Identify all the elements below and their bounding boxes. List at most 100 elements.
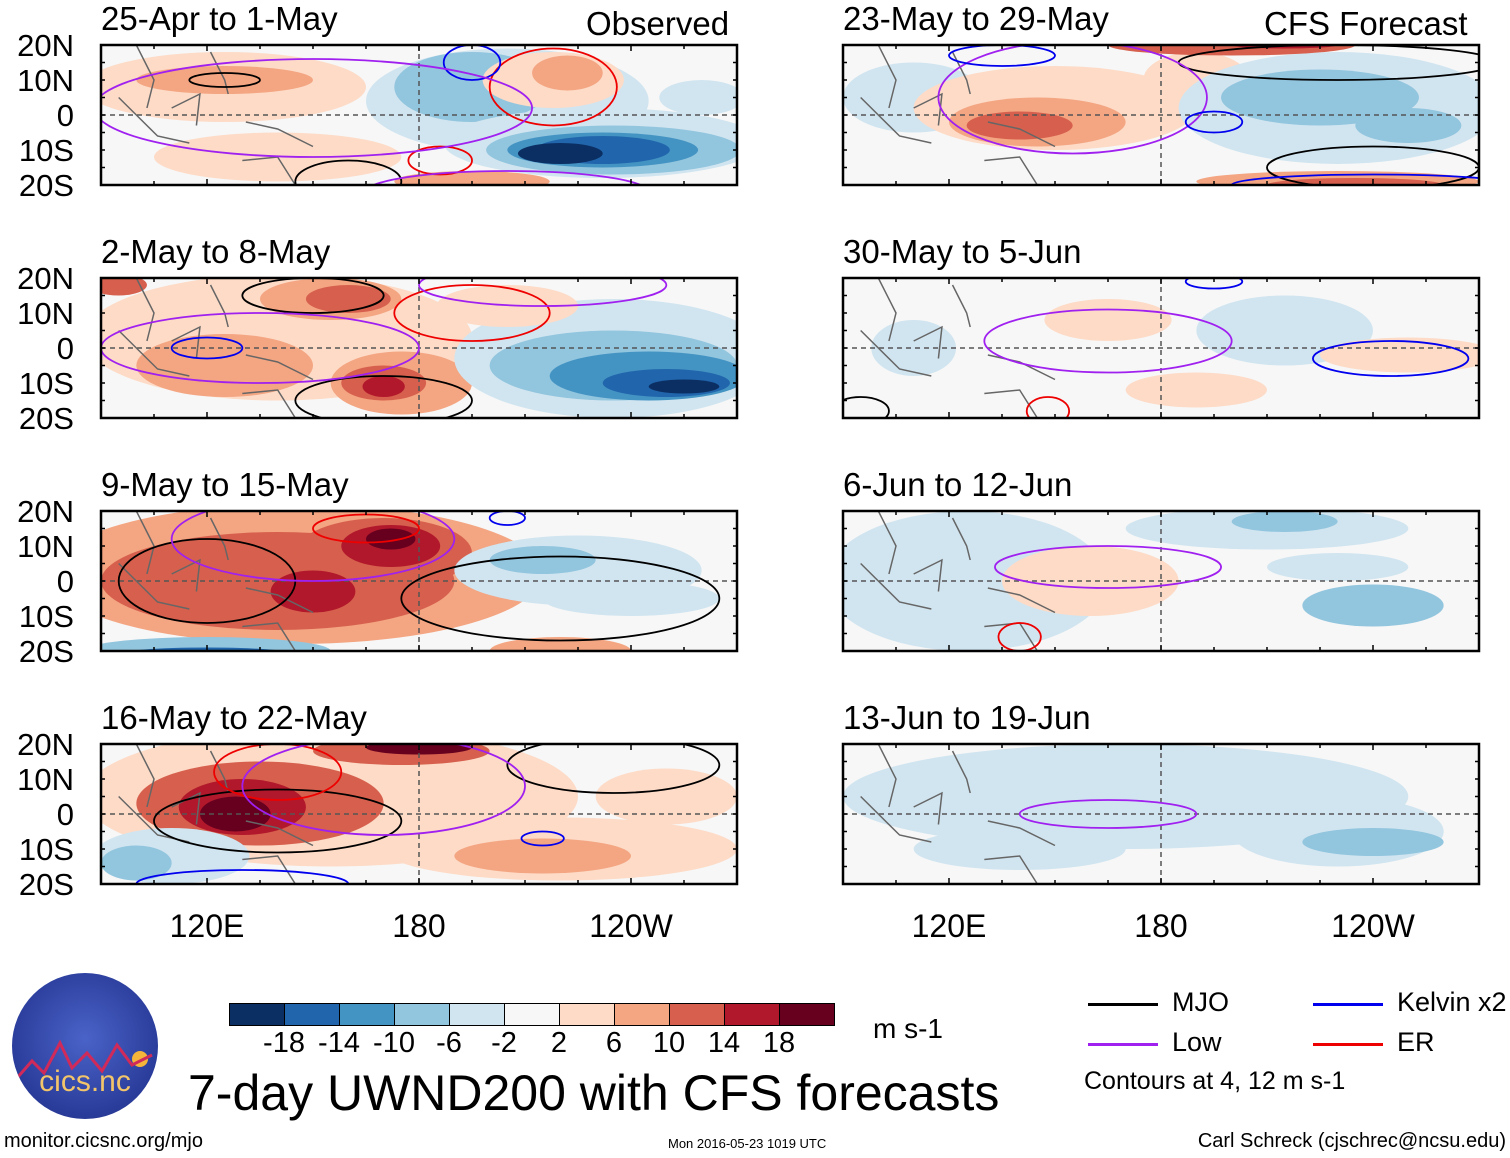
anomaly-shading	[101, 845, 172, 881]
lat-tick-label: 20S	[18, 867, 74, 902]
map-panel	[99, 509, 739, 653]
coastline	[860, 278, 1056, 418]
anomaly-shading	[913, 828, 1126, 870]
er-contour	[1025, 396, 1071, 418]
footer-credit: Carl Schreck (cjschrec@ncsu.edu)	[1197, 1130, 1506, 1152]
colorbar-units: m s-1	[873, 1013, 943, 1044]
colorbar-swatch	[614, 1003, 670, 1026]
er-contour	[393, 284, 551, 342]
lat-tick-label: 20N	[17, 494, 74, 529]
panel-title: 13-Jun to 19-Jun	[843, 699, 1091, 736]
logo-mountains-icon	[15, 1039, 153, 1079]
lat-tick-label: 10S	[18, 599, 74, 634]
low-contour	[983, 308, 1233, 374]
mjo-contour	[506, 744, 721, 794]
lon-tick-label: 180	[1134, 908, 1188, 944]
mjo-contour	[1266, 145, 1479, 185]
low-contour	[241, 744, 526, 836]
lat-tick-label: 20S	[18, 634, 74, 669]
contour-note: Contours at 4, 12 m s-1	[1084, 1067, 1346, 1095]
er-contour	[407, 145, 473, 176]
colorbar-label: -18	[263, 1027, 305, 1059]
anomaly-shading	[517, 143, 603, 164]
lat-tick-label: 10N	[17, 529, 74, 564]
low-contour	[937, 45, 1208, 155]
colorbar-swatch	[559, 1003, 615, 1026]
legend-line-er	[1313, 1043, 1383, 1046]
coastline	[860, 45, 1056, 185]
colorbar-swatch	[284, 1003, 340, 1026]
forecast-header: CFS Forecast	[1264, 5, 1468, 42]
colorbar-label: 18	[762, 1027, 796, 1059]
coastline	[118, 744, 314, 884]
colorbar-label: 10	[652, 1027, 686, 1059]
anomaly-shading	[966, 111, 1073, 140]
anomaly-shading	[101, 637, 331, 651]
legend-label: Low	[1172, 1027, 1222, 1057]
mjo-contour	[294, 375, 473, 418]
colorbar-swatch	[229, 1003, 285, 1026]
anomaly-shading	[362, 376, 405, 397]
anomaly-shading	[659, 80, 737, 115]
logo-text: cics.nc	[39, 1065, 131, 1098]
colorbar-label: 2	[550, 1027, 568, 1059]
er-contour	[488, 47, 618, 127]
anomaly-shading	[1231, 511, 1338, 532]
legend-line-kelvin	[1313, 1003, 1383, 1006]
lat-tick-label: 10S	[18, 832, 74, 867]
lat-tick-label: 20N	[17, 261, 74, 296]
kelvin-contour	[1230, 173, 1479, 185]
lat-tick-label: 10N	[17, 63, 74, 98]
map-panel	[841, 43, 1481, 187]
kelvin-contour	[948, 45, 1056, 67]
anomaly-shading	[843, 511, 1108, 651]
anomaly-shading	[1044, 299, 1172, 341]
colorbar-label: 6	[605, 1027, 623, 1059]
panel-title: 9-May to 15-May	[101, 466, 349, 503]
observed-header: Observed	[586, 5, 730, 42]
kelvin-contour	[520, 830, 565, 847]
kelvin-contour	[488, 511, 526, 526]
panel-title: 2-May to 8-May	[101, 233, 331, 270]
low-contour	[371, 170, 643, 185]
map-panel	[99, 742, 739, 886]
figure-title: 7-day UWND200 with CFS forecasts	[188, 1065, 1000, 1121]
mjo-contour	[153, 788, 403, 854]
lat-tick-label: 20N	[17, 727, 74, 762]
colorbar-label: -14	[318, 1027, 360, 1059]
er-contour	[997, 622, 1042, 651]
colorbar-swatch	[779, 1003, 835, 1026]
panel-title: 16-May to 22-May	[101, 699, 367, 736]
mjo-contour	[241, 278, 385, 314]
lat-tick-label: 10S	[18, 366, 74, 401]
lon-tick-label: 120W	[589, 908, 673, 944]
cicsnc-logo: cics.nc	[12, 973, 158, 1119]
low-contour	[101, 312, 420, 384]
footer-url: monitor.cicsnc.org/mjo	[4, 1130, 203, 1152]
coastline	[860, 511, 1056, 651]
legend-line-mjo	[1088, 1003, 1158, 1006]
lon-tick-label: 120E	[169, 908, 245, 944]
panel-title: 23-May to 29-May	[843, 0, 1109, 37]
anomaly-shading	[1302, 584, 1444, 627]
legend-label: MJO	[1172, 987, 1229, 1017]
kelvin-contour	[1312, 340, 1470, 377]
kelvin-contour	[1184, 110, 1244, 134]
lat-tick-label: 10S	[18, 133, 74, 168]
mjo-contour	[188, 72, 261, 88]
kelvin-contour	[135, 869, 350, 884]
legend-line-low	[1088, 1043, 1158, 1046]
colorbar-swatch	[449, 1003, 505, 1026]
lon-tick-label: 180	[392, 908, 446, 944]
kelvin-contour	[442, 45, 502, 81]
mjo-contour	[400, 555, 721, 642]
low-contour	[418, 278, 668, 307]
low-contour	[1018, 799, 1198, 829]
anomaly-shading	[489, 546, 596, 574]
colorbar-swatch	[669, 1003, 725, 1026]
anomaly-shading	[648, 379, 720, 394]
anomaly-shading	[1320, 337, 1479, 373]
anomaly-shading	[1125, 372, 1267, 408]
anomaly-shading	[1221, 69, 1419, 126]
